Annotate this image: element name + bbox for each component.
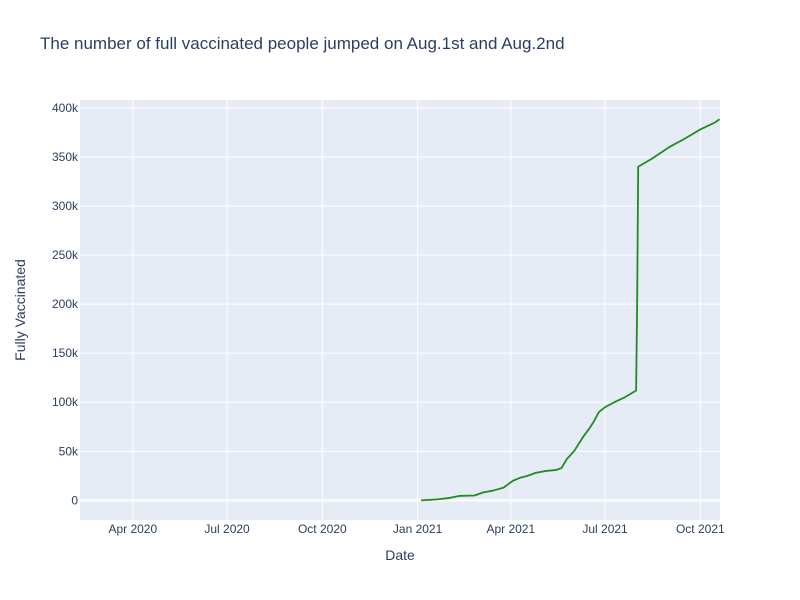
y-tick-label: 0 (71, 493, 78, 507)
x-tick-label: Oct 2021 (676, 522, 725, 536)
y-axis-title: Fully Vaccinated (12, 259, 28, 361)
y-tick-label: 150k (52, 346, 79, 360)
y-tick-label: 250k (52, 248, 79, 262)
y-tick-label: 400k (52, 101, 79, 115)
y-tick-label: 100k (52, 395, 79, 409)
series-line (420, 118, 720, 502)
x-tick-label: Oct 2020 (298, 522, 347, 536)
x-tick-label: Apr 2021 (486, 522, 535, 536)
x-tick-label: Jul 2020 (204, 522, 250, 536)
x-tick-label: Jul 2021 (582, 522, 628, 536)
tick-labels: 0 50k 100k 150k 200k 250k 300k 350k 400k Apr 2020… (52, 101, 725, 536)
y-tick-label: 300k (52, 199, 79, 213)
x-tick-label: Apr 2020 (108, 522, 157, 536)
y-tick-label: 50k (59, 444, 79, 458)
plot-area-background (80, 100, 720, 520)
y-tick-label: 350k (52, 150, 79, 164)
gridlines (80, 100, 720, 520)
series-layer (420, 118, 720, 502)
x-tick-label: Jan 2021 (393, 522, 443, 536)
x-axis-title: Date (385, 547, 415, 563)
y-tick-label: 200k (52, 297, 79, 311)
chart-title: The number of full vaccinated people jum… (40, 34, 565, 53)
